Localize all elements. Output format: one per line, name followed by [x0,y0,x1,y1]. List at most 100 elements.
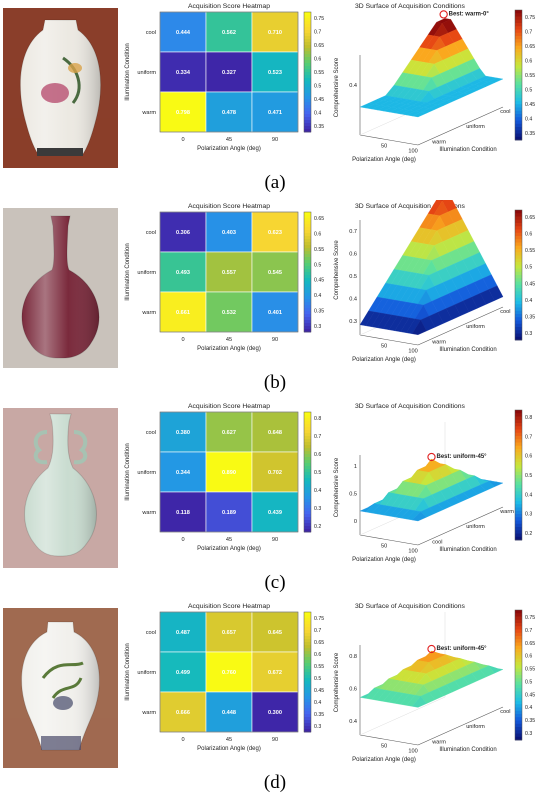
colorbar-tick: 0.5 [314,676,321,682]
colorbar-segment [304,729,311,733]
colorbar-segment [515,662,522,666]
heatmap-cell-value: 0.523 [268,70,282,76]
colorbar-segment [304,320,311,324]
colorbar-segment [515,294,522,299]
surface-x-tick: 50 [381,744,387,750]
heatmap-cell-value: 0.403 [222,230,236,236]
colorbar-tick: 0.3 [314,506,321,512]
surface-z-tick: 0.8 [349,654,357,660]
colorbar-segment [515,497,522,502]
colorbar-tick: 0.55 [314,664,324,670]
heatmap-xlabel: Polarization Angle (deg) [197,346,261,352]
colorbar-segment [515,281,522,286]
colorbar-segment [515,91,522,95]
heatmap-cell [205,251,253,293]
heatmap-cell [251,251,299,293]
colorbar-tick: 0.45 [314,688,324,694]
colorbar-segment [304,618,311,622]
colorbar-segment [304,54,311,58]
colorbar-segment [304,711,311,715]
colorbar-segment [515,94,522,99]
colorbar-tick: 0.75 [314,16,324,22]
colorbar-segment [515,714,522,718]
colorbar-tick: 0.35 [525,314,535,320]
colorbar-segment [515,436,522,440]
surface-xlabel: Polarization Angle (deg) [352,357,416,363]
colorbar-segment [515,462,522,466]
colorbar-segment [515,278,522,282]
colorbar-segment [515,413,522,417]
surface-y-axis [417,106,504,146]
colorbar-tick: 0.4 [525,492,532,498]
heatmap-x-tick: 90 [272,537,278,543]
surface-x-tick: 100 [408,549,417,555]
colorbar-segment [304,308,311,312]
colorbar-segment [304,648,311,652]
surface-y-tick: cool [500,309,510,315]
colorbar-segment [304,493,311,497]
panel-caption: (d) [263,772,287,793]
colorbar-tick: 0.75 [525,615,535,621]
colorbar-frame [303,611,312,733]
colorbar-segment [304,427,311,431]
colorbar-segment [515,16,522,21]
colorbar-segment [515,226,522,230]
surface-z-tick: 0.4 [349,297,357,303]
heatmap-cell [205,691,253,733]
colorbar-tick: 0.35 [314,124,324,130]
colorbar-segment [515,649,522,653]
figure-panel: Acquisition Score Heatmap 0.444 0.562 0.710… [0,0,550,200]
vase-highlight [21,622,100,750]
colorbar-segment [304,96,311,100]
colorbar-segment [304,654,311,658]
surface-x-axis [359,334,419,346]
colorbar-segment [515,639,522,643]
colorbar-segment [515,213,522,217]
colorbar-segment [304,39,311,43]
colorbar-segment [304,448,311,452]
colorbar-segment [515,481,522,486]
colorbar-segment [304,457,311,461]
colorbar-segment [304,424,311,428]
colorbar-segment [515,678,522,682]
colorbar-segment [304,508,311,512]
surface-y-tick: cool [432,539,442,545]
colorbar-segment [304,45,311,49]
colorbar-segment [304,105,311,109]
heatmap-x-tick: 90 [272,337,278,343]
heatmap-y-tick: uniform [137,670,156,676]
heatmap-cell-value: 0.448 [222,710,236,716]
heatmap-cell [251,411,299,453]
colorbar-segment [515,245,522,250]
heatmap-x-tick: 45 [226,537,232,543]
heatmap-frame [159,11,299,133]
colorbar-tick: 0.6 [525,454,532,460]
colorbar-segment [515,613,522,617]
colorbar-segment [515,10,522,14]
colorbar-segment [515,452,522,456]
heatmap-cell-value: 0.439 [268,510,282,516]
colorbar-segment [304,245,311,249]
colorbar-segment [515,336,522,341]
heatmap-cell [251,291,299,333]
colorbar-segment [304,236,311,240]
colorbar-segment [515,733,522,738]
colorbar-segment [515,491,522,495]
colorbar-frame [303,11,312,133]
colorbar-segment [304,412,311,416]
surface-ylabel: Illumination Condition [439,147,496,153]
colorbar-segment [304,702,311,706]
colorbar-segment [304,126,311,130]
colorbar-segment [515,458,522,463]
colorbar-segment [304,242,311,246]
colorbar-tick: 0.8 [525,415,532,421]
colorbar-segment [304,123,311,127]
colorbar-segment [304,705,311,709]
colorbar-segment [515,701,522,705]
heatmap-cell-value: 0.623 [268,230,282,236]
heatmap-title: Acquisition Score Heatmap [188,203,270,210]
colorbar-segment [515,619,522,624]
colorbar-segment [304,511,311,515]
best-point-marker [427,644,436,654]
